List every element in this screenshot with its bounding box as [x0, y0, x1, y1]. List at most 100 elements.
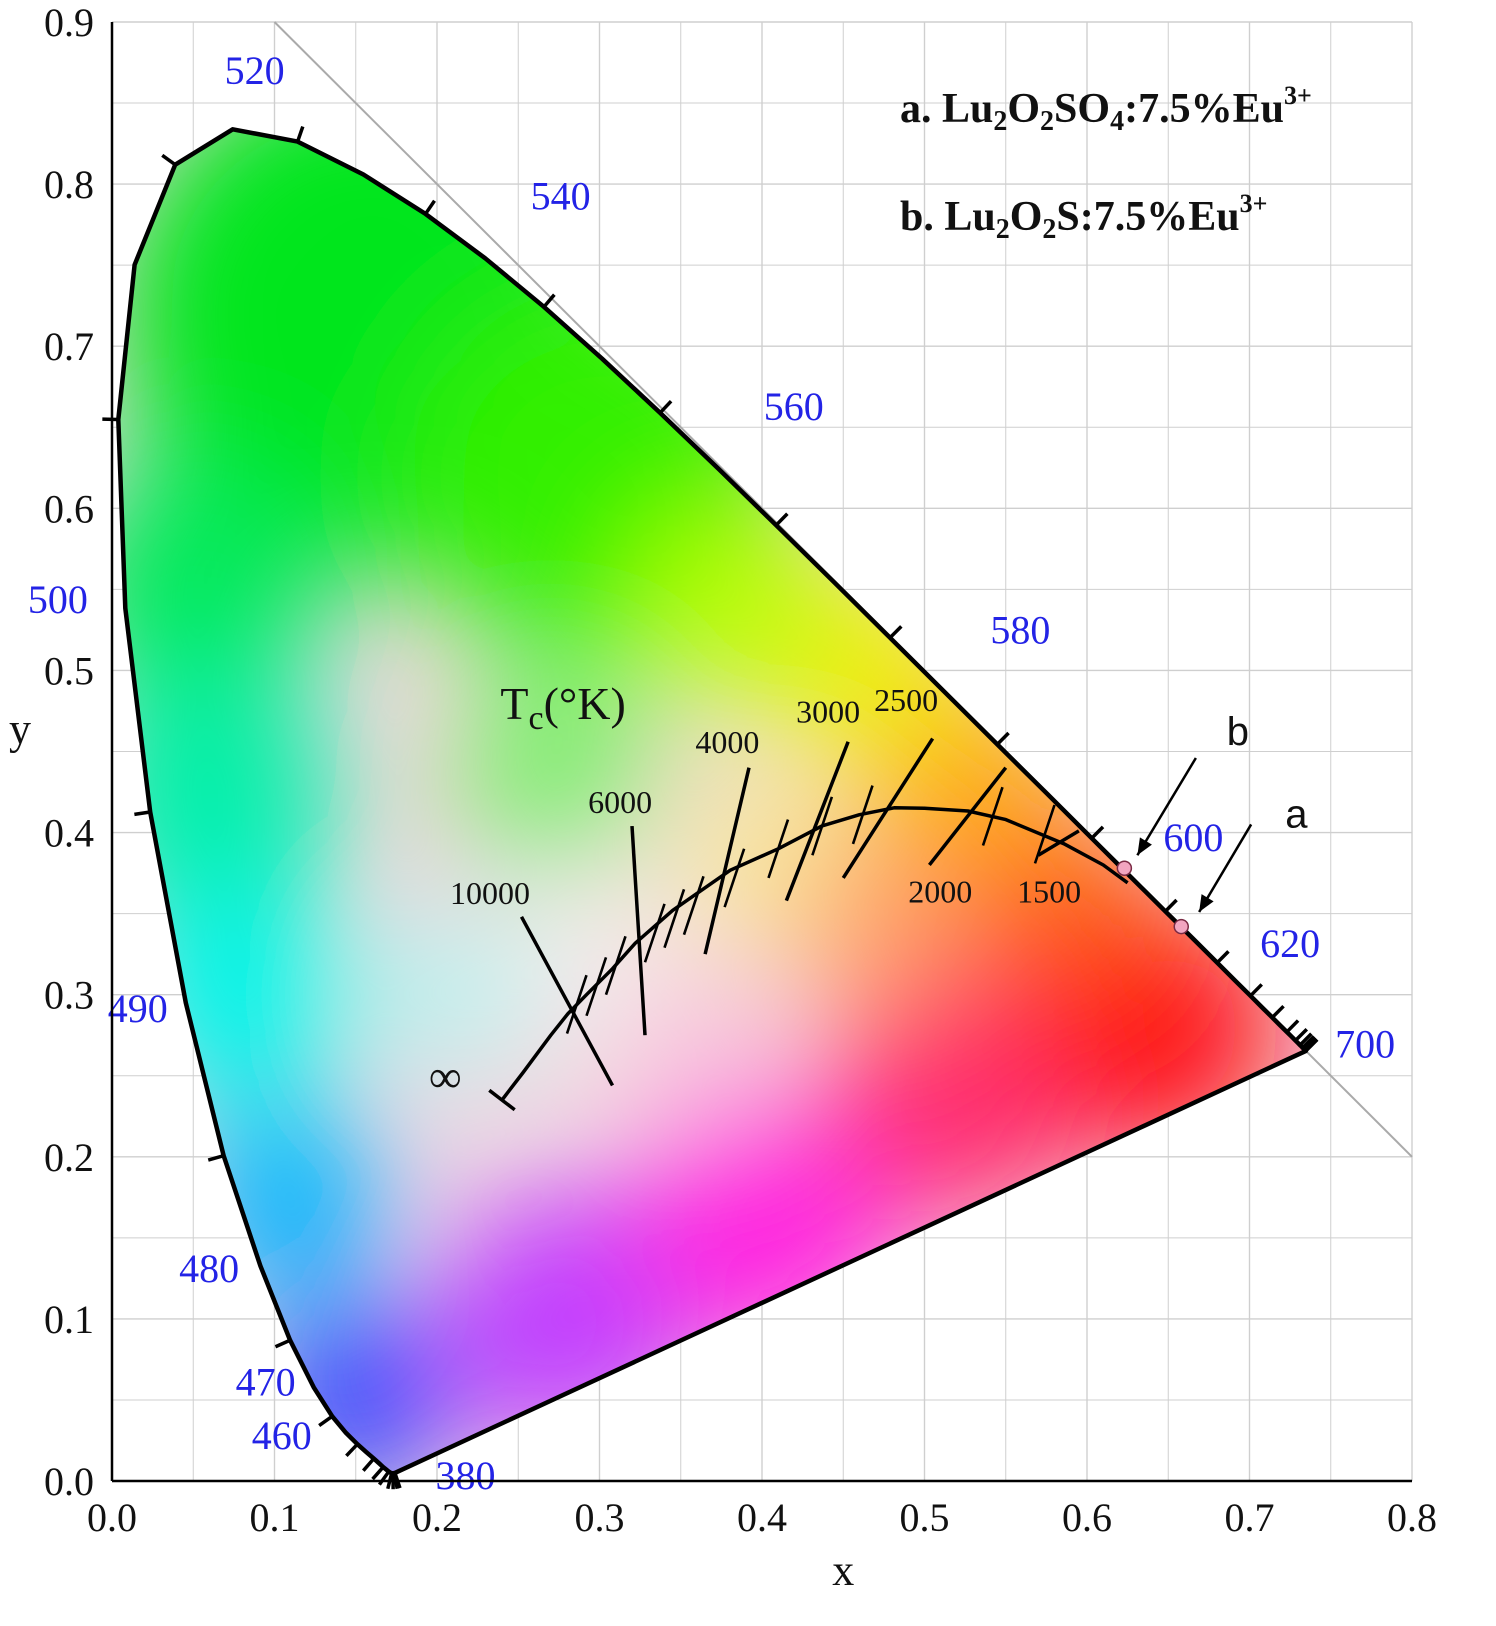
y-tick-label: 0.6	[44, 486, 94, 531]
y-tick-label: 0.7	[44, 324, 94, 369]
wavelength-label-490: 490	[108, 986, 168, 1031]
x-tick-label: 0.0	[87, 1495, 137, 1540]
isotherm-3000	[784, 741, 850, 902]
point-arrowhead-b	[1137, 837, 1152, 856]
axes: 0.0 0.1 0.2 0.3 0.4 0.5 0.6 0.7 0.8 0.0 0.1 0.2 0.3 0…	[9, 0, 1437, 1595]
wavelength-label-600: 600	[1163, 815, 1223, 860]
x-tick-label: 0.5	[900, 1495, 950, 1540]
wavelength-tick	[207, 1153, 225, 1162]
wavelength-tick	[424, 199, 436, 215]
y-tick-label: 0.9	[44, 0, 94, 45]
wavelength-tick	[1249, 983, 1263, 998]
infinity-end-bar	[488, 1088, 516, 1112]
isotherm-label: 1500	[1017, 873, 1081, 909]
legend: a. Lu2O2SO4:7.5%Eu3+ b. Lu2O2S:7.5%Eu3+	[900, 81, 1312, 245]
wavelength-tick	[377, 1470, 391, 1486]
color-blob	[827, 961, 1087, 1222]
isotherm-10000	[519, 916, 615, 1087]
wavelength-tick	[274, 1338, 291, 1349]
color-blob	[372, 913, 535, 1076]
isotherm-label: 2500	[874, 682, 938, 718]
x-tick-label: 0.4	[737, 1495, 787, 1540]
legend-entry-a: a. Lu2O2SO4:7.5%Eu3+	[900, 81, 1312, 137]
x-tick-label: 0.8	[1387, 1495, 1437, 1540]
isotherm-label: 2000	[908, 873, 972, 909]
wavelength-label-460: 460	[252, 1413, 312, 1458]
isotherm-label: 4000	[695, 724, 759, 760]
legend-entry-b: b. Lu2O2S:7.5%Eu3+	[900, 189, 1267, 245]
color-blob	[632, 508, 827, 704]
wavelength-tick	[1090, 825, 1105, 840]
wavelength-tick	[1294, 1027, 1309, 1042]
wavelength-tick	[134, 810, 151, 817]
wavelength-tick	[774, 512, 789, 527]
wavelength-label-540: 540	[531, 174, 591, 219]
wavelength-tick	[1164, 898, 1178, 913]
point-a	[1173, 918, 1189, 935]
point-arrowhead-a	[1199, 894, 1214, 912]
y-tick-label: 0.4	[44, 811, 94, 856]
infinity-label: ∞	[429, 1051, 462, 1102]
tc-label: Tc(°K)	[500, 678, 625, 737]
x-tick-label: 0.7	[1225, 1495, 1275, 1540]
isotherm-lines: 10000 6000 4000 3000 2500 2000 1500	[450, 682, 1081, 1087]
wavelength-label-620: 620	[1260, 921, 1320, 966]
wavelength-tick	[1285, 1019, 1300, 1034]
wavelength-label-470: 470	[236, 1359, 296, 1404]
planckian-tick	[682, 875, 705, 936]
y-tick-label: 0.1	[44, 1297, 94, 1342]
wavelength-label-580: 580	[990, 608, 1050, 653]
isotherm-1500	[1037, 829, 1080, 857]
color-blob	[453, 670, 649, 866]
point-label-b: b	[1227, 710, 1249, 754]
wavelength-tick	[361, 1457, 376, 1472]
wavelength-tick	[996, 731, 1010, 746]
sample-points: ab	[1116, 710, 1308, 935]
wavelength-label-480: 480	[179, 1246, 239, 1291]
x-tick-label: 0.2	[412, 1495, 462, 1540]
isotherm-4000	[703, 767, 751, 955]
isotherm-label: 3000	[796, 693, 860, 729]
color-blob	[794, 848, 957, 1012]
gamut-color-field	[118, 129, 1306, 1474]
planckian-tick	[811, 796, 834, 856]
wavelength-label-380: 380	[436, 1453, 496, 1498]
wavelength-tick	[1298, 1032, 1313, 1047]
isotherm-2500	[841, 737, 935, 879]
isotherm-2000	[927, 766, 1008, 867]
x-tick-label: 0.3	[575, 1495, 625, 1540]
planckian-tick	[663, 888, 686, 949]
wavelength-tick	[161, 153, 177, 167]
wavelength-label-500: 500	[28, 577, 88, 622]
wavelength-labels: 520 540 560 580 600 620 700 500 490 480 470 460 380	[28, 48, 1395, 1498]
wavelength-tick	[295, 125, 305, 143]
wavelength-tick	[888, 625, 903, 639]
isotherm-label: 10000	[450, 875, 530, 911]
wavelength-tick	[542, 293, 556, 308]
wavelength-tick	[318, 1414, 334, 1428]
wavelength-tick	[371, 1465, 385, 1481]
isotherm-6000	[630, 825, 647, 1036]
planckian-tick	[643, 903, 666, 963]
planckian-tick	[767, 819, 790, 879]
x-tick-label: 0.1	[250, 1495, 300, 1540]
wavelength-tick	[1215, 950, 1230, 964]
spectral-locus	[102, 125, 1319, 1490]
point-b	[1116, 860, 1133, 876]
point-label-a: a	[1285, 793, 1308, 837]
wavelength-tick	[1304, 1038, 1319, 1053]
point-arrow-b	[1136, 757, 1197, 856]
y-tick-label: 0.2	[44, 1135, 94, 1180]
y-axis-label: y	[9, 704, 31, 753]
isotherm-label: 6000	[588, 784, 652, 820]
planckian-tick	[723, 848, 746, 908]
planckian-tick	[565, 974, 588, 1034]
wavelength-tick	[1271, 1004, 1285, 1019]
wavelength-label-520: 520	[225, 48, 285, 93]
y-tick-label: 0.3	[44, 973, 94, 1018]
planckian-tick	[585, 956, 608, 1017]
point-arrow-a	[1198, 823, 1253, 913]
color-blob	[615, 962, 779, 1125]
wavelength-tick	[345, 1442, 359, 1458]
